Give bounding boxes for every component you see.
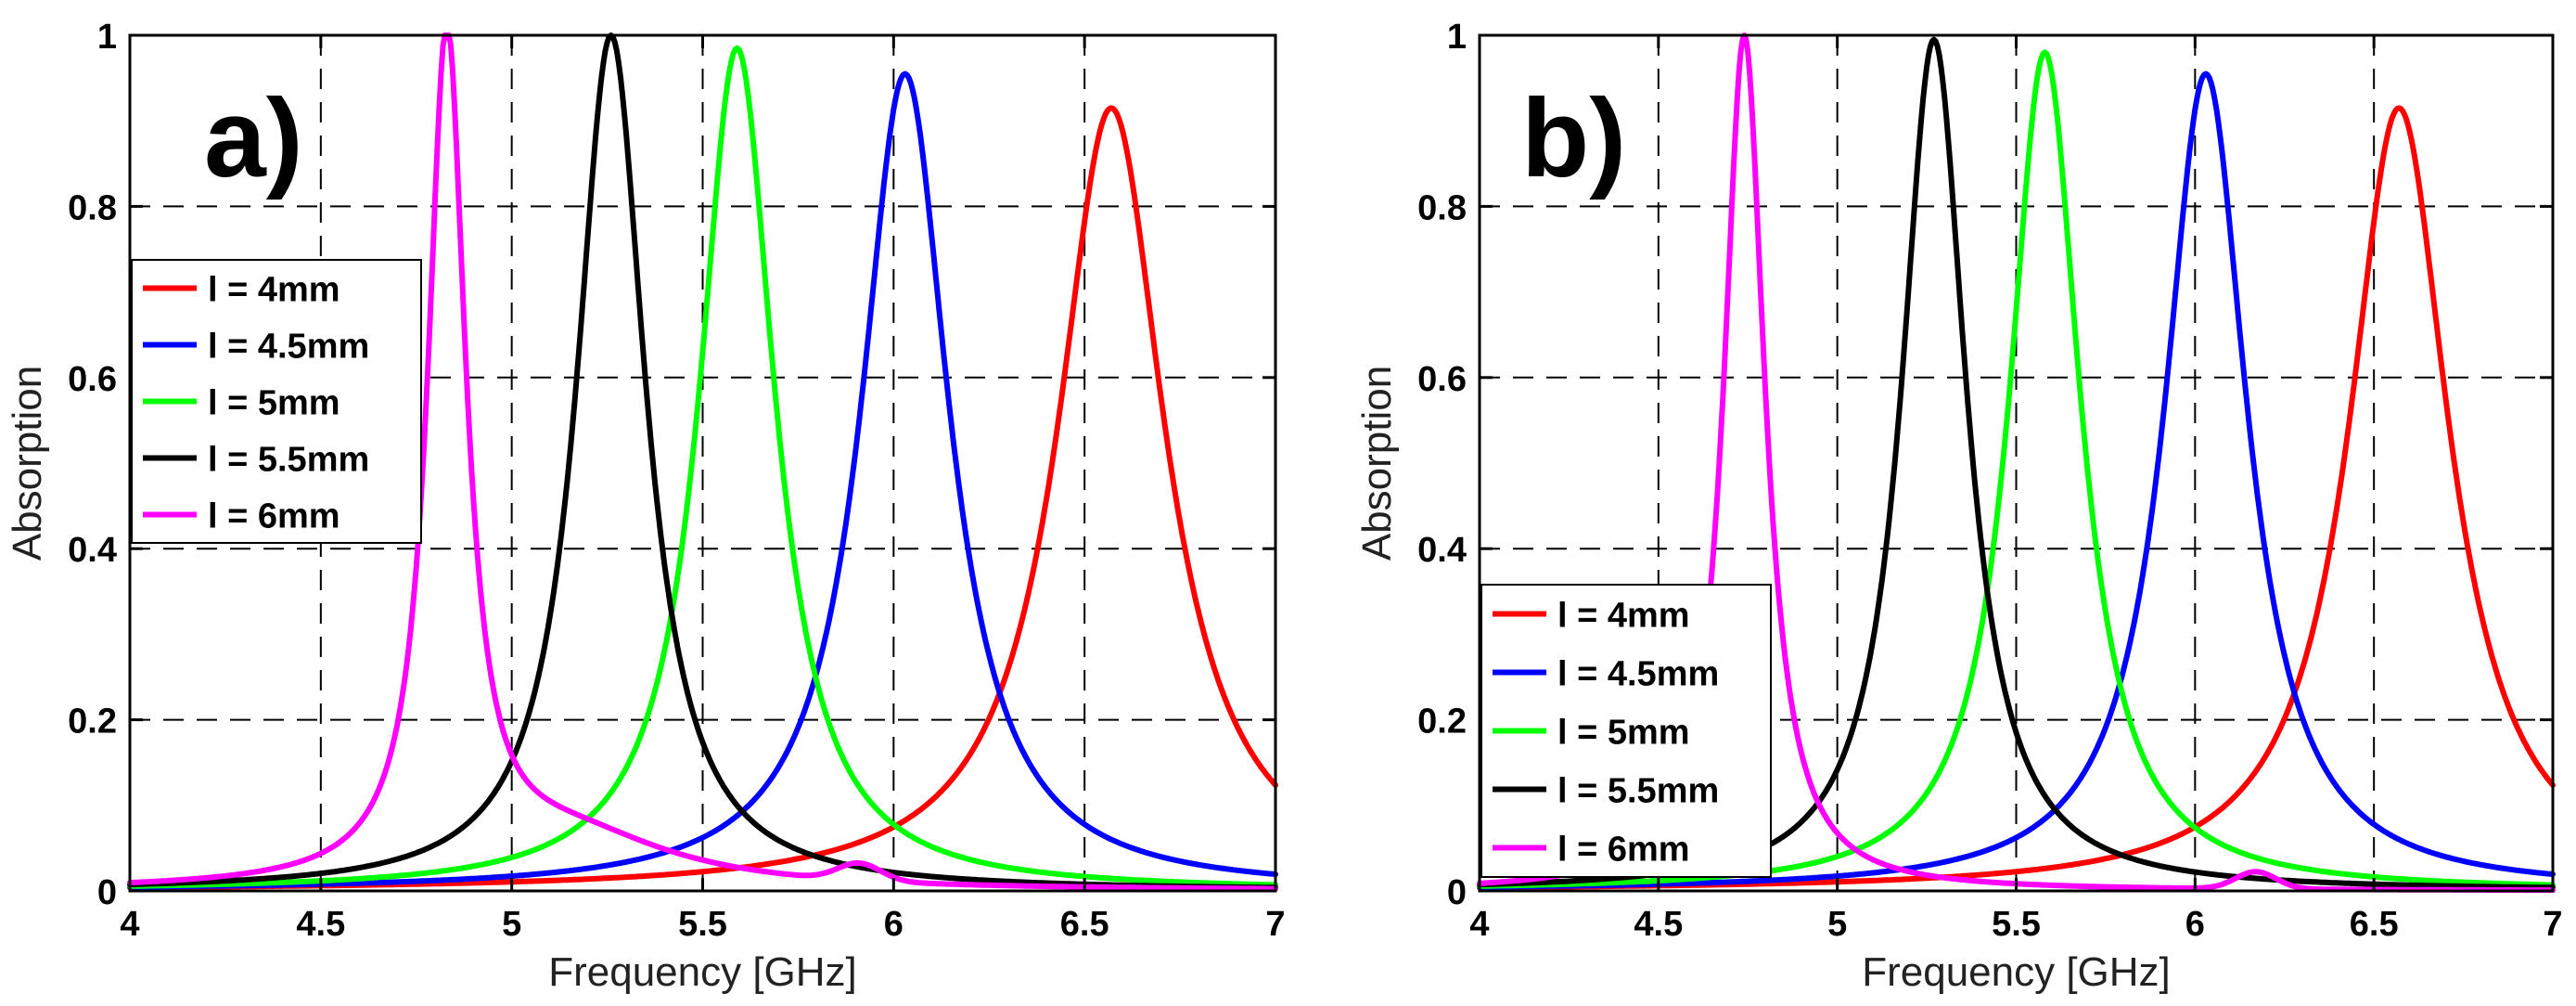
legend: l = 4mm l = 4.5mm l = 5mm l = 5.5mm l = 6mm xyxy=(1480,584,1772,878)
x-tick-label: 4.5 xyxy=(1634,905,1683,944)
y-tick-label: 0.4 xyxy=(68,531,117,570)
legend-label: l = 4.5mm xyxy=(208,328,369,367)
y-tick-label: 0 xyxy=(1447,873,1467,912)
x-axis-label: Frequency [GHz] xyxy=(548,949,857,995)
legend-label: l = 5mm xyxy=(208,384,340,423)
legend-label: l = 6mm xyxy=(1557,831,1690,870)
legend-label: l = 4mm xyxy=(1557,597,1690,636)
y-tick-label: 1 xyxy=(97,18,117,57)
legend-label: l = 4.5mm xyxy=(1557,655,1719,694)
x-tick-label: 6 xyxy=(884,905,904,944)
panel-label: a) xyxy=(204,76,303,200)
y-axis-label: Absorption xyxy=(5,366,50,561)
panel-b: 4 4.5 5 5.5 6 6.5 7 0 0.2 0.4 0.6 0.8 1 Frequency [GH… xyxy=(1354,18,2563,995)
x-tick-label: 4 xyxy=(120,905,139,944)
legend: l = 4mm l = 4.5mm l = 5mm l = 5.5mm l = 6mm xyxy=(131,259,422,544)
x-tick-label: 6.5 xyxy=(1060,905,1109,944)
y-tick-label: 0.6 xyxy=(68,360,117,399)
x-tick-label: 7 xyxy=(1265,905,1285,944)
y-tick-label: 0.2 xyxy=(68,703,117,742)
legend-label: l = 5mm xyxy=(1557,714,1690,753)
y-tick-label: 0.8 xyxy=(1417,188,1467,227)
x-tick-label: 4.5 xyxy=(296,905,345,944)
y-tick-label: 0.6 xyxy=(1417,360,1467,399)
legend-label: l = 5.5mm xyxy=(208,441,369,480)
ticks: 4 4.5 5 5.5 6 6.5 7 0 0.2 0.4 0.6 0.8 1 xyxy=(68,18,1285,944)
x-tick-label: 5 xyxy=(1827,905,1847,944)
x-axis-label: Frequency [GHz] xyxy=(1862,949,2171,995)
y-tick-label: 0.8 xyxy=(68,188,117,227)
y-tick-label: 0 xyxy=(97,873,117,912)
legend-label: l = 4mm xyxy=(208,271,340,310)
x-tick-label: 4 xyxy=(1469,905,1489,944)
panel-label: b) xyxy=(1521,76,1626,200)
y-tick-label: 0.4 xyxy=(1417,531,1467,570)
x-tick-label: 5.5 xyxy=(1992,905,2041,944)
y-tick-label: 1 xyxy=(1447,18,1467,57)
y-tick-label: 0.2 xyxy=(1417,703,1467,742)
x-tick-label: 7 xyxy=(2543,905,2562,944)
x-tick-label: 6.5 xyxy=(2350,905,2399,944)
x-tick-label: 5.5 xyxy=(678,905,727,944)
legend-label: l = 6mm xyxy=(208,497,340,536)
panel-a: 4 4.5 5 5.5 6 6.5 7 0 0.2 0.4 0.6 0.8 1 Frequency [GH… xyxy=(5,18,1286,995)
legend-label: l = 5.5mm xyxy=(1557,772,1719,811)
x-tick-label: 6 xyxy=(2185,905,2205,944)
x-tick-label: 5 xyxy=(502,905,521,944)
ticks: 4 4.5 5 5.5 6 6.5 7 0 0.2 0.4 0.6 0.8 1 xyxy=(1417,18,2562,944)
y-axis-label: Absorption xyxy=(1354,366,1400,561)
